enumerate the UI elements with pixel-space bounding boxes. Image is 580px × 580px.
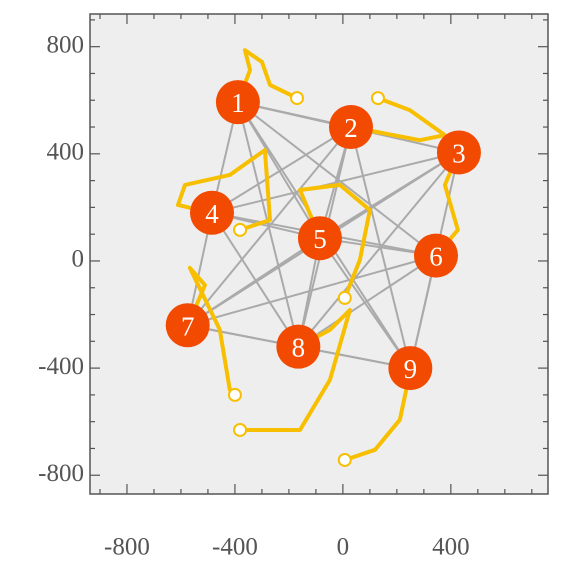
node <box>328 105 373 150</box>
node <box>165 303 210 348</box>
node-label: 2 <box>344 113 358 143</box>
node-label: 3 <box>452 138 466 168</box>
node-label: 4 <box>205 199 219 229</box>
node-label: 6 <box>429 242 443 272</box>
x-tick-label: 400 <box>432 534 470 561</box>
trajectory <box>235 48 300 105</box>
node-label: 9 <box>404 354 418 384</box>
node-label: 7 <box>181 311 195 341</box>
node-label: 8 <box>292 333 306 363</box>
node <box>388 346 433 391</box>
trajectory-start <box>227 387 242 402</box>
y-tick-label: 0 <box>72 246 85 273</box>
edge <box>297 254 437 348</box>
node <box>413 233 458 278</box>
node-label: 1 <box>231 88 245 118</box>
x-tick-label: 0 <box>337 534 350 561</box>
y-tick-label: -400 <box>38 353 84 380</box>
y-tick-label: -800 <box>38 460 84 487</box>
node-label: 5 <box>313 224 327 254</box>
trajectory-start <box>370 91 385 106</box>
trajectory <box>342 365 413 462</box>
edge <box>211 151 460 214</box>
y-tick-label: 800 <box>47 31 85 58</box>
trajectory <box>348 96 447 143</box>
edge <box>297 151 460 348</box>
trajectory <box>175 148 273 232</box>
trajectory-start <box>233 422 248 437</box>
node <box>215 80 260 125</box>
trajectory-start <box>337 290 352 305</box>
trajectory-start <box>290 91 305 106</box>
trajectory <box>297 182 372 300</box>
node <box>189 190 234 235</box>
trajectory-start <box>337 452 352 467</box>
edge <box>211 126 352 214</box>
node <box>436 130 481 175</box>
x-tick-label: -400 <box>212 534 258 561</box>
node <box>297 216 342 261</box>
trajectory-start <box>233 222 248 237</box>
x-tick-label: -800 <box>104 534 150 561</box>
edge <box>187 254 437 327</box>
node <box>276 324 321 369</box>
trajectory <box>238 307 352 432</box>
y-tick-label: 400 <box>47 139 85 166</box>
